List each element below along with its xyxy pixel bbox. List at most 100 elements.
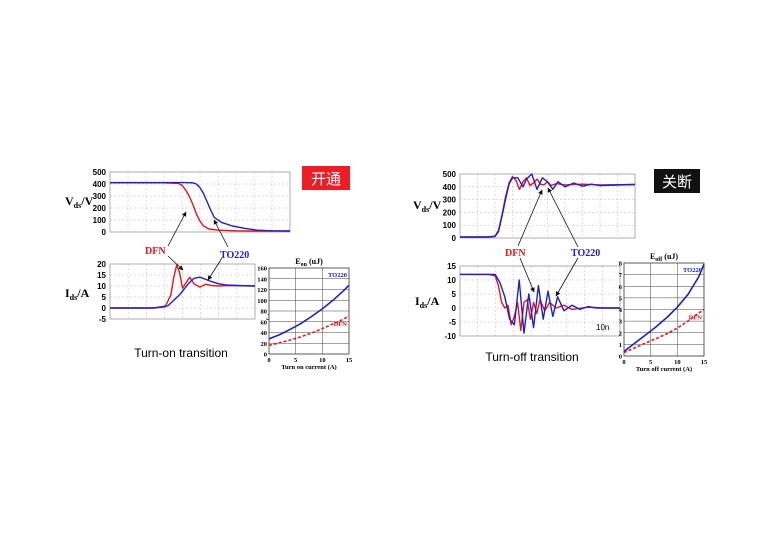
eoff-ytick-label: 2 [619,330,622,337]
eon-ytick-label: 80 [261,309,268,316]
off_ids-series-to220 [460,273,620,334]
off_ids-ytick-label: 0 [452,304,457,313]
turn-off-badge-text: 关断 [662,174,692,191]
eon-xlabel: Turn on current (A) [281,364,336,371]
eoff-ytick-label: 5 [619,295,623,302]
turn-on-dfn-arrow-down [167,255,184,271]
turn-on-badge [302,166,350,190]
eon-title-sub: on [301,262,308,268]
on_ids-ytick-label: 20 [97,260,106,269]
off_vds-series-to220 [460,173,636,238]
eon-plot: Eon (uJ) 0 5 10 15 160 140 120 100 80 60 40 20 0 Turn … [257,257,353,371]
eon-ytick-label: 40 [261,330,268,337]
turn-on-to220-label: TO220 [220,250,249,261]
turn-off-ids-axis-label: Ids/A [415,294,440,310]
eon-title-unit: (uJ) [307,257,323,266]
turn-off-caption: Turn-off transition [485,350,578,364]
off_vds-ytick-label: 0 [452,234,457,243]
eoff-xlabel: Turn off current (A) [636,366,692,373]
turn-off-to220-label: TO220 [571,248,600,259]
turn-off-dfn-arrow-down [519,257,535,293]
eon-xtick-label: 5 [294,357,298,364]
on_ids-ytick-label: 10 [97,282,106,291]
off_ids-series-dfn [460,273,620,332]
eon-ytick-label: 140 [257,276,267,283]
eon-title: Eon (uJ) [295,257,323,268]
eoff-title-unit: (uJ) [662,252,678,261]
off_vds-ytick-label: 100 [443,221,457,230]
turn-off-time-marker: 10n [596,323,609,332]
eoff-ytick-label: 3 [619,319,623,326]
turn-on-time-marker: J [266,313,270,322]
on_vds-ytick-label: 500 [93,168,107,177]
eon-title-main: E [295,257,300,266]
eoff-xtick-label: 0 [622,359,625,366]
on_ids-series-dfn [110,264,256,309]
eoff-xtick-label: 15 [701,359,708,366]
turn-on-to220-arrow-up [213,219,229,248]
on_ids-ytick-label: 0 [102,304,107,313]
eoff-ytick-label: 6 [619,284,623,291]
turn-off-dfn-arrow-up [517,189,543,247]
on_vds-series-to220 [110,181,291,232]
eoff-legend-dfn: DFN [689,315,703,322]
turn-on-dfn-label: DFN [145,246,166,257]
on_vds-ytick-label: 400 [93,180,107,189]
eoff-series-dfn [623,308,705,354]
off_vds-ytick-label: 200 [443,208,457,217]
turn-off-ids-plot: 15 10 5 0 -5 -10 [444,262,621,341]
off_ids-ytick-label: 5 [452,290,457,299]
eon-ytick-label: 100 [257,298,267,305]
turn-off-badge [654,169,700,193]
eon-xtick-label: 10 [319,357,326,364]
eoff-xtick-label: 5 [649,359,653,366]
eon-ytick-label: 120 [257,287,267,294]
eoff-title-main: E [650,252,655,261]
on_ids-ytick-label: 5 [102,293,107,302]
eoff-ytick-label: 7 [619,272,623,279]
turn-on-ids-axis-label: Ids/A [65,286,90,302]
eoff-title: Eoff (uJ) [650,252,678,263]
eoff-ytick-label: 0 [619,354,622,361]
turn-off-vds-plot: 500 400 300 200 100 0 [443,170,636,243]
off_ids-ytick-label: 10 [447,276,456,285]
turn-on-vds-plot: 500 400 300 200 100 0 [93,168,291,237]
on_vds-ytick-label: 0 [102,228,107,237]
eon-xtick-label: 15 [346,357,353,364]
turn-on-to220-arrow-down [207,257,223,281]
on_vds-ytick-label: 300 [93,192,107,201]
on_ids-ytick-label: -5 [99,315,107,324]
on_ids-ytick-label: 15 [97,271,106,280]
off_vds-ytick-label: 400 [443,183,457,192]
off_ids-ytick-label: 15 [447,262,456,271]
turn-off-to220-arrow-up [547,187,579,248]
off_vds-ytick-label: 300 [443,196,457,205]
eoff-legend-to220: TO220 [683,267,702,274]
off_ids-ytick-label: -10 [444,332,456,341]
eoff-title-sub: off [655,257,663,263]
eon-ytick-label: 160 [257,266,267,273]
turn-off-vds-axis-label: Vds/V [413,198,442,214]
turn-on-caption: Turn-on transition [134,346,228,360]
off_vds-ytick-label: 500 [443,170,457,179]
turn-on-vds-axis-label: Vds/V [65,194,94,210]
eoff-ytick-label: 1 [619,342,622,349]
eon-series-dfn [268,315,350,347]
eon-legend-to220: TO220 [328,272,347,279]
on_ids-series-to220 [110,276,256,309]
eoff-ytick-label: 4 [619,307,623,314]
off_ids-ytick-label: -5 [449,318,457,327]
eon-ytick-label: 60 [261,319,268,326]
eon-legend-dfn: DFN [334,321,348,328]
on_vds-ytick-label: 100 [93,216,107,225]
turn-on-badge-text: 开通 [311,171,341,188]
eoff-series-to220 [623,263,705,353]
eon-series-to220 [268,284,350,340]
eon-ytick-label: 20 [261,341,268,348]
turn-off-to220-arrow-down [555,257,579,297]
turn-off-dfn-label: DFN [505,248,526,259]
